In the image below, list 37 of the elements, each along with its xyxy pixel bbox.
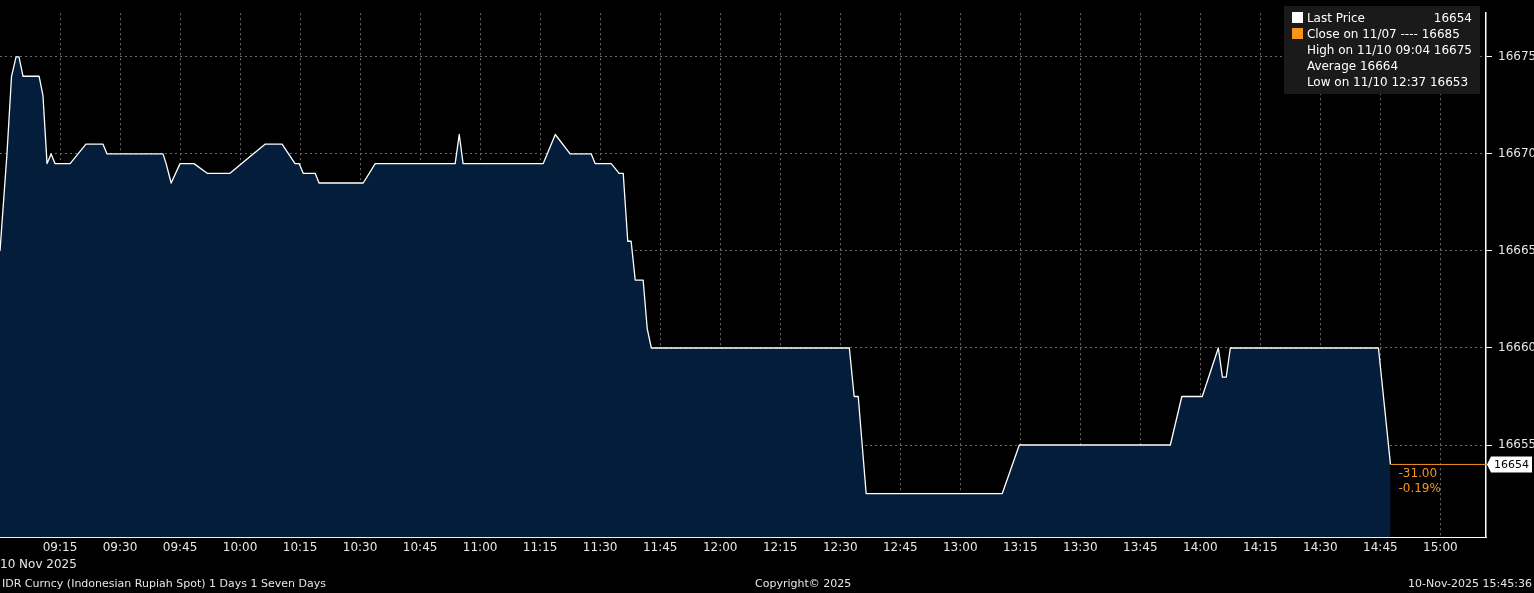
- x-tick-label: 10:00: [222, 539, 258, 554]
- x-tick-label: 11:45: [642, 539, 678, 554]
- text: IDR Curncy (Indonesian Rupiah Spot) 1 Days 1 Seven Days: [2, 577, 326, 590]
- x-tick-label: 09:15: [42, 539, 78, 554]
- x-tick-label: 13:15: [1002, 539, 1038, 554]
- annotation: Close on 11/07 ---- 16685: [1305, 26, 1460, 42]
- x-tick-label: 10:30: [342, 539, 378, 554]
- x-tick-label: 14:00: [1183, 539, 1218, 554]
- text: Copyright© 2025: [755, 577, 852, 590]
- x-tick-label: 10:45: [402, 539, 438, 554]
- annotation: Average 16664: [1305, 58, 1399, 74]
- x-tick-label: 13:45: [1123, 539, 1158, 554]
- legend-label: Last Price: [1305, 10, 1365, 26]
- text: 16654: [1433, 11, 1472, 25]
- x-tick-label: 09:45: [162, 539, 198, 554]
- x-tick-label: 15:00: [1423, 539, 1458, 554]
- x-tick-label: 14:45: [1363, 539, 1398, 554]
- x-axis-title: 10 Nov 2025: [0, 556, 77, 571]
- x-tick-label: 09:30: [102, 539, 138, 554]
- x-tick-label: 12:00: [702, 539, 738, 554]
- annotation: -0.19%: [1398, 480, 1441, 495]
- x-tick-label: 13:00: [942, 539, 978, 554]
- text: 10-Nov-2025 15:45:36: [1407, 577, 1532, 590]
- x-tick-label: 11:15: [522, 539, 558, 554]
- annotation: Low on 11/10 12:37 16653: [1305, 74, 1469, 90]
- x-tick-label: 12:15: [762, 539, 798, 554]
- x-tick-label: 11:30: [582, 539, 618, 554]
- annotation: -31.00: [1398, 465, 1438, 480]
- x-tick-label: 11:00: [462, 539, 498, 554]
- x-tick-label: 12:45: [882, 539, 918, 554]
- annotation: High on 11/10 09:04 16675: [1305, 42, 1472, 58]
- x-tick-label: 13:30: [1062, 539, 1098, 554]
- x-tick-label: 14:15: [1243, 539, 1278, 554]
- x-tick-label: 12:30: [822, 539, 858, 554]
- x-tick-label: 10:15: [282, 539, 318, 554]
- x-tick-label: 14:30: [1303, 539, 1338, 554]
- ref-line-label: 16654: [1494, 458, 1529, 472]
